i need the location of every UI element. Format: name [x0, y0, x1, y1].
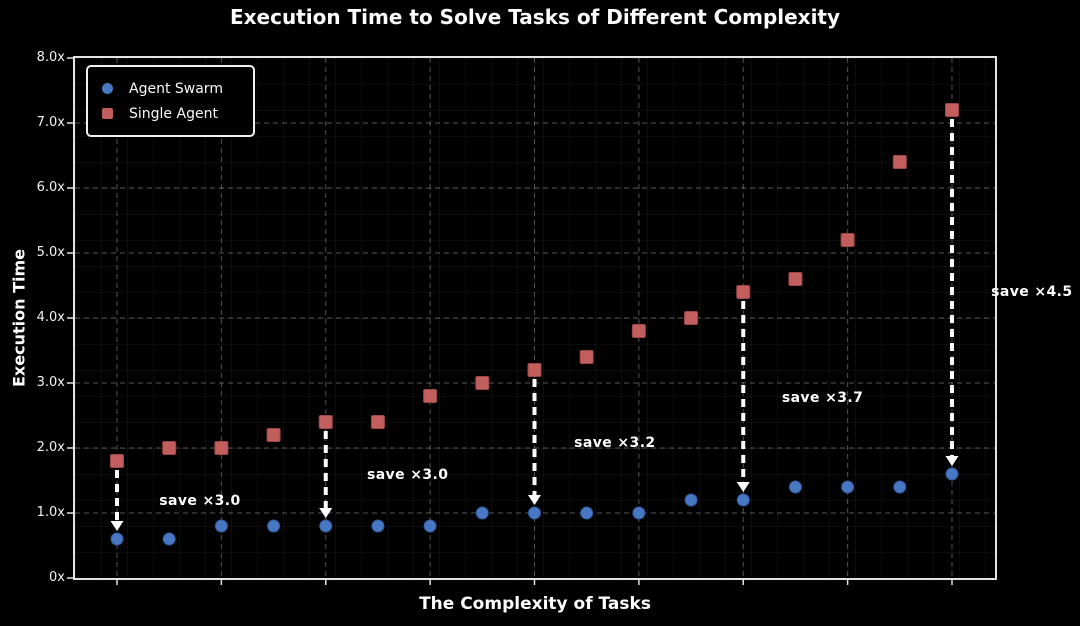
data-point-agent-swarm [684, 493, 698, 507]
data-point-single-agent [684, 311, 699, 325]
data-point-agent-swarm [267, 519, 281, 533]
data-point-single-agent [788, 272, 803, 286]
data-point-single-agent [579, 350, 594, 364]
data-point-agent-swarm [841, 480, 855, 494]
data-point-single-agent [318, 415, 333, 429]
save-arrow-head-icon [945, 456, 959, 466]
data-point-agent-swarm [788, 480, 802, 494]
data-point-single-agent [892, 155, 907, 169]
x-axis-label: The Complexity of Tasks [419, 594, 651, 614]
y-tick-label: 7.0x [36, 115, 65, 130]
y-tick-label: 0x [49, 570, 65, 585]
data-point-single-agent [370, 415, 385, 429]
y-tick-label: 3.0x [36, 375, 65, 390]
square-marker-icon [102, 108, 113, 119]
data-point-single-agent [736, 285, 751, 299]
data-point-single-agent [631, 324, 646, 338]
y-tick-label: 6.0x [36, 180, 65, 195]
data-point-single-agent [527, 363, 542, 377]
data-point-agent-swarm [110, 532, 124, 546]
save-annotation: save ×3.7 [781, 389, 864, 406]
data-point-single-agent [214, 441, 229, 455]
data-point-agent-swarm [632, 506, 646, 520]
data-point-agent-swarm [893, 480, 907, 494]
save-arrow-head-icon [319, 508, 333, 518]
save-arrow-head-icon [736, 482, 750, 492]
legend-item-single-agent: Single Agent [102, 101, 237, 126]
legend-label-agent-swarm: Agent Swarm [129, 80, 223, 97]
y-tick-label: 2.0x [36, 440, 65, 455]
data-point-single-agent [840, 233, 855, 247]
plot-svg [67, 57, 995, 585]
data-point-single-agent [423, 389, 438, 403]
data-point-single-agent [475, 376, 490, 390]
data-point-agent-swarm [580, 506, 594, 520]
data-point-agent-swarm [528, 506, 541, 520]
y-tick-label: 1.0x [36, 505, 65, 520]
plot-area: Agent Swarm Single Agent save ×3.0 save ×… [67, 56, 1072, 585]
data-point-agent-swarm [214, 519, 228, 533]
data-point-agent-swarm [475, 506, 489, 520]
save-annotation: save ×3.2 [574, 434, 656, 451]
legend: Agent Swarm Single Agent [86, 65, 255, 137]
save-annotation: save ×3.0 [159, 493, 241, 510]
legend-label-single-agent: Single Agent [129, 105, 218, 122]
legend-item-agent-swarm: Agent Swarm [102, 76, 237, 101]
data-point-agent-swarm [945, 467, 959, 481]
chart-title: Execution Time to Solve Tasks of Differe… [229, 5, 841, 29]
save-annotation: save ×3.0 [366, 467, 449, 484]
circle-marker-icon [102, 83, 113, 94]
save-arrow-head-icon [110, 521, 124, 531]
save-arrow-head-icon [528, 495, 541, 505]
data-point-agent-swarm [736, 493, 750, 507]
data-point-single-agent [945, 103, 959, 117]
data-point-single-agent [162, 441, 177, 455]
data-point-agent-swarm [371, 519, 385, 533]
data-point-agent-swarm [423, 519, 437, 533]
y-tick-label: 5.0x [36, 245, 65, 260]
y-tick-label: 8.0x [36, 50, 65, 65]
data-point-single-agent [266, 428, 281, 442]
data-point-single-agent [110, 454, 124, 468]
data-point-agent-swarm [162, 532, 176, 546]
y-tick-label: 4.0x [36, 310, 65, 325]
save-annotation: save ×4.5 [991, 284, 1073, 300]
data-point-agent-swarm [319, 519, 333, 533]
